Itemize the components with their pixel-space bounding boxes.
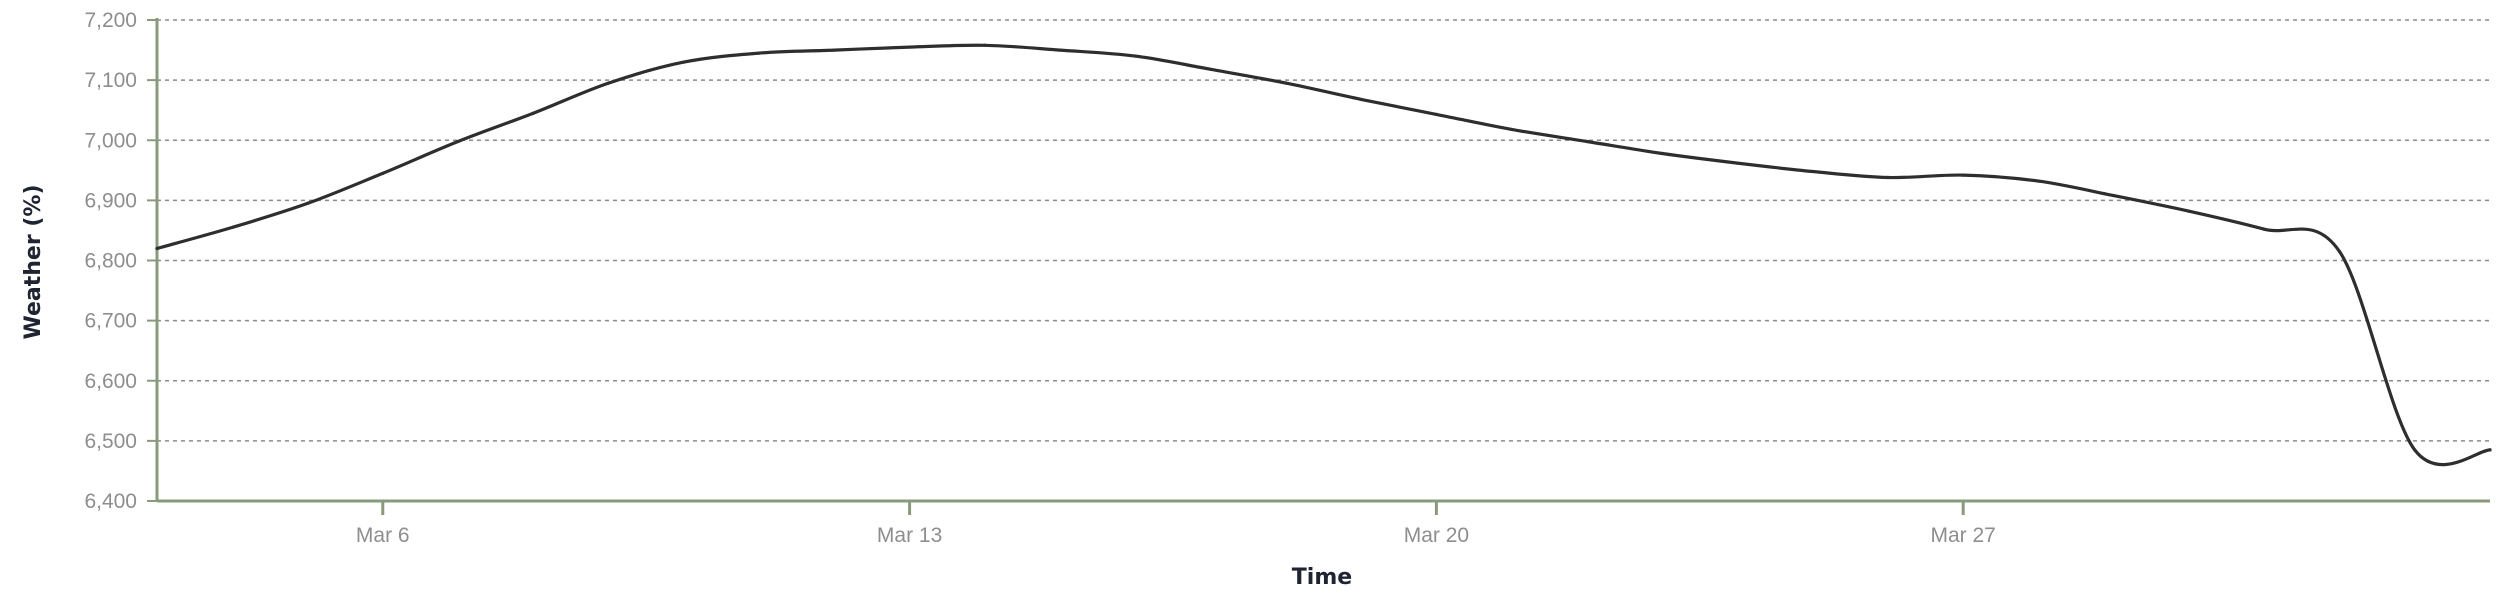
data-point [682,60,686,64]
data-point [757,51,761,55]
data-point [907,45,912,49]
x-tick-label: Mar 20 [1404,524,1469,547]
y-tick-label: 6,500 [84,430,137,453]
y-tick-label: 7,100 [84,69,137,92]
data-point [2488,448,2492,452]
data-point [1209,67,1213,71]
x-axis-title: Time [1292,565,1352,590]
data-point [2413,448,2417,452]
data-point [305,201,310,205]
data-point [1585,139,1589,144]
y-tick-label: 6,400 [84,490,137,513]
data-point [1886,175,1890,180]
data-point [1510,127,1514,132]
x-axis-ticks: Mar 6 Mar 13 Mar 20 Mar 27 [356,501,1996,547]
data-point [2262,227,2266,231]
x-tick-label: Mar 27 [1931,524,1996,547]
data-point [1284,81,1288,85]
data-point [606,81,611,85]
data-point [1961,173,1965,177]
data-point [1058,48,1062,52]
data-point [1660,151,1664,156]
data-point [1133,54,1137,58]
y-tick-label: 6,700 [84,310,137,333]
data-point [1735,161,1740,165]
data-point [983,43,987,47]
y-tick-label: 7,000 [84,129,137,152]
data-point [2337,249,2342,254]
y-axis-title: Weather (%) [21,184,46,339]
data-point [381,171,385,175]
x-tick-label: Mar 6 [356,524,410,547]
data-point [1434,112,1438,116]
data-point [1811,169,1815,174]
data-point [2112,193,2116,198]
data-point [456,139,460,144]
data-point [2187,209,2191,213]
series-line [155,43,2492,467]
y-axis-ticks: 6,400 6,500 6,600 6,700 6,800 6,900 7,000 7,100… [84,9,157,513]
y-tick-label: 6,800 [84,250,137,273]
data-point [230,225,234,230]
data-point [832,48,836,52]
y-tick-label: 6,900 [84,189,137,212]
data-point [1359,97,1363,101]
data-point [2036,179,2041,183]
y-tick-label: 7,200 [84,9,137,32]
x-tick-label: Mar 13 [877,524,942,547]
gridlines [157,19,2490,442]
series-layer [155,43,2492,467]
data-point [531,111,535,115]
y-tick-label: 6,600 [84,370,137,393]
data-point [155,246,159,251]
